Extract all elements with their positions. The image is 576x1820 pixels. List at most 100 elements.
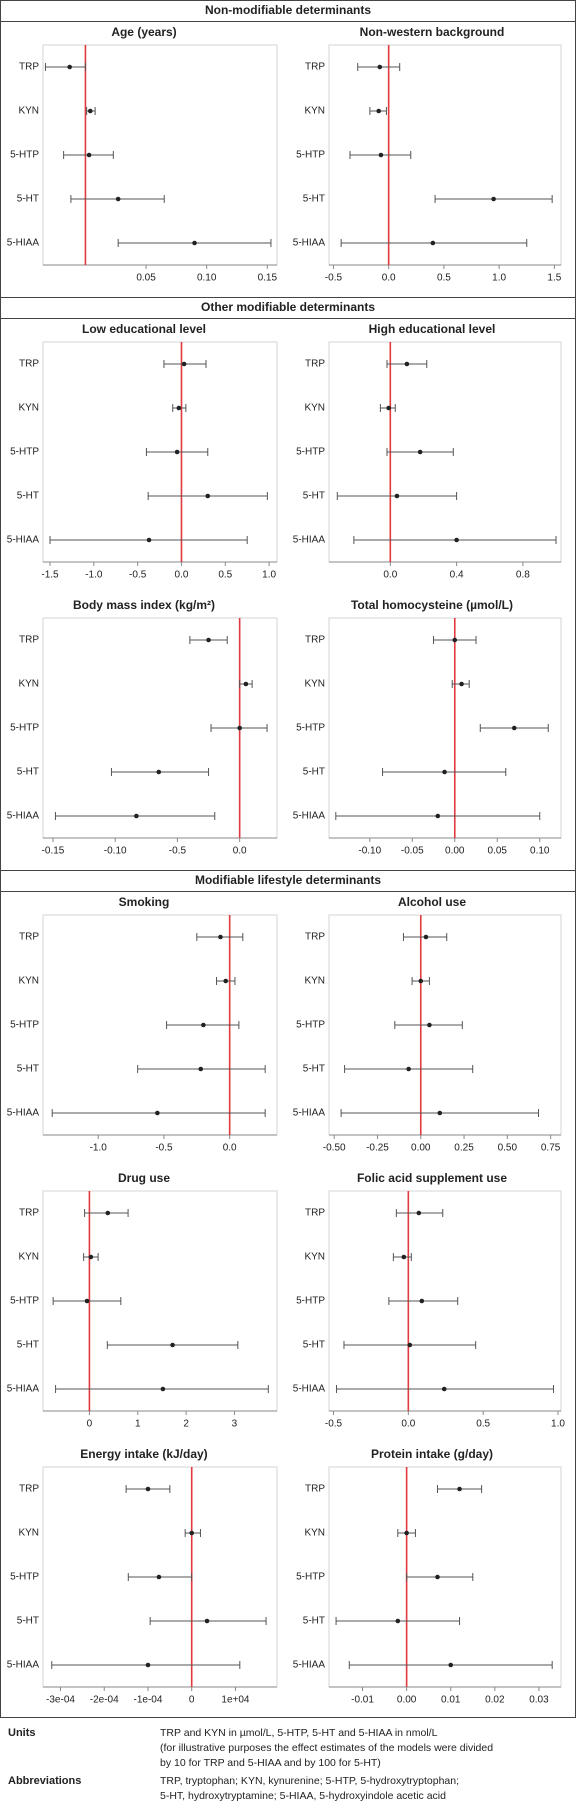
point-estimate (376, 108, 382, 114)
chart-title: Age (years) (111, 25, 176, 39)
category-label: KYN (304, 976, 325, 987)
x-tick-label: 0.05 (488, 846, 508, 857)
x-tick-label: 0.0 (223, 1143, 237, 1154)
point-estimate (156, 1574, 162, 1580)
footer-text: TRP, tryptophan; KYN, kynurenine; 5-HTP,… (160, 1775, 459, 1787)
x-tick-label: 0.0 (233, 846, 247, 857)
footer-text: TRP and KYN in µmol/L, 5-HTP, 5-HT and 5… (160, 1727, 438, 1739)
point-estimate (115, 196, 121, 202)
footer-label: Units (8, 1727, 36, 1739)
point-estimate (170, 1342, 175, 1348)
category-label: 5-HTP (10, 150, 39, 161)
point-estimate (511, 725, 517, 731)
category-label: 5-HIAA (293, 535, 326, 546)
x-tick-label: -0.5 (325, 1419, 343, 1430)
category-label: KYN (18, 1528, 39, 1539)
category-label: 5-HT (17, 1064, 39, 1075)
category-label: TRP (305, 635, 325, 646)
point-estimate (189, 1530, 195, 1536)
category-label: 5-HTP (296, 1020, 325, 1031)
x-tick-label: 0.10 (530, 846, 550, 857)
chart-title: Energy intake (kJ/day) (80, 1447, 207, 1461)
x-tick-label: -0.50 (323, 1143, 346, 1154)
category-label: KYN (18, 106, 39, 117)
x-tick-label: -0.05 (401, 846, 424, 857)
x-tick-label: 1.0 (262, 570, 276, 581)
category-label: TRP (19, 62, 39, 73)
category-label: TRP (305, 1484, 325, 1495)
category-label: 5-HIAA (7, 1660, 40, 1671)
x-tick-label: -0.5 (169, 846, 187, 857)
point-estimate (223, 978, 229, 984)
category-label: TRP (19, 1208, 39, 1219)
point-estimate (401, 1254, 407, 1260)
category-label: 5-HIAA (7, 238, 40, 249)
category-label: 5-HIAA (293, 1108, 326, 1119)
point-estimate (423, 934, 429, 940)
x-tick-label: 1e+04 (221, 1695, 250, 1706)
point-estimate (435, 813, 441, 819)
x-tick-label: 0.02 (485, 1695, 505, 1706)
point-estimate (192, 240, 197, 246)
point-estimate (448, 1662, 454, 1668)
category-label: 5-HIAA (293, 1384, 326, 1395)
category-label: KYN (18, 976, 39, 987)
point-estimate (442, 769, 447, 775)
x-tick-label: -0.01 (351, 1695, 374, 1706)
category-label: 5-HTP (10, 447, 39, 458)
x-tick-label: 1.0 (492, 273, 506, 284)
point-estimate (174, 449, 180, 455)
point-estimate (459, 681, 464, 687)
category-label: 5-HT (303, 767, 325, 778)
category-label: TRP (305, 932, 325, 943)
point-estimate (394, 493, 400, 499)
point-estimate (67, 64, 72, 70)
point-estimate (87, 108, 93, 114)
point-estimate (435, 1574, 440, 1580)
x-tick-label: -0.5 (325, 273, 343, 284)
point-estimate (416, 1210, 422, 1216)
category-label: 5-HTP (10, 723, 39, 734)
category-label: 5-HTP (296, 150, 325, 161)
category-label: 5-HTP (296, 1296, 325, 1307)
point-estimate (437, 1110, 443, 1116)
point-estimate (205, 493, 211, 499)
chart-title: Low educational level (82, 322, 206, 336)
point-estimate (84, 1298, 90, 1304)
category-label: TRP (19, 1484, 39, 1495)
category-label: TRP (305, 62, 325, 73)
x-tick-label: 0.0 (175, 570, 189, 581)
category-label: 5-HT (17, 194, 39, 205)
x-tick-label: 0.01 (441, 1695, 461, 1706)
point-estimate (145, 1662, 151, 1668)
category-label: 5-HT (17, 1340, 39, 1351)
category-label: 5-HT (17, 491, 39, 502)
point-estimate (134, 813, 139, 819)
category-label: KYN (304, 106, 325, 117)
point-estimate (206, 637, 211, 643)
category-label: TRP (19, 635, 39, 646)
category-label: 5-HIAA (7, 1108, 40, 1119)
x-tick-label: -1.0 (85, 570, 103, 581)
point-estimate (155, 1110, 160, 1116)
category-label: 5-HTP (296, 723, 325, 734)
category-label: KYN (304, 403, 325, 414)
x-tick-label: 0.00 (445, 846, 465, 857)
point-estimate (378, 152, 384, 158)
category-label: 5-HTP (296, 1572, 325, 1583)
category-label: KYN (304, 679, 325, 690)
category-label: 5-HIAA (293, 811, 326, 822)
section-title: Other modifiable determinants (201, 300, 375, 314)
category-label: KYN (18, 403, 39, 414)
x-tick-label: 0.0 (401, 1419, 415, 1430)
chart-title: Smoking (119, 895, 170, 909)
x-tick-label: 0.0 (382, 273, 396, 284)
x-tick-label: 0.05 (136, 273, 156, 284)
x-tick-label: 0.75 (541, 1143, 561, 1154)
x-tick-label: 0.0 (383, 570, 397, 581)
x-tick-label: 0 (189, 1695, 195, 1706)
x-tick-label: 0.8 (516, 570, 530, 581)
x-tick-label: -0.15 (42, 846, 65, 857)
section-title: Modifiable lifestyle determinants (195, 873, 381, 887)
point-estimate (201, 1022, 206, 1028)
